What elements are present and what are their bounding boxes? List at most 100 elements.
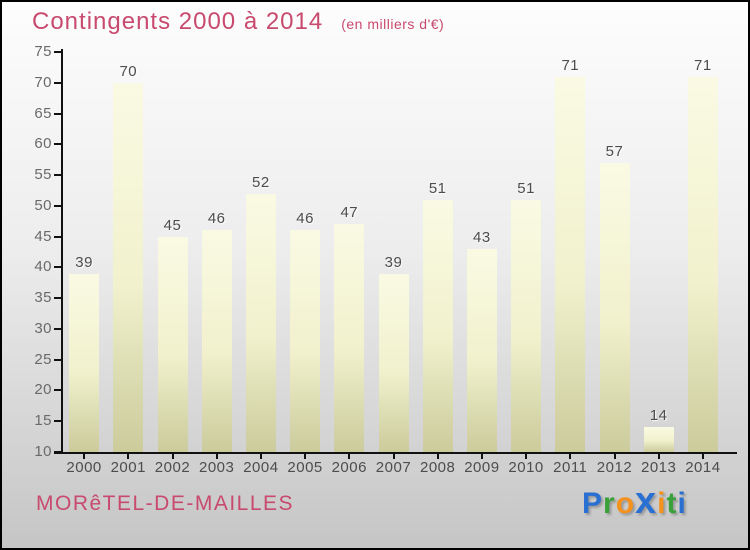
- bar-2007: [378, 273, 409, 452]
- x-axis-tick: [392, 454, 395, 459]
- x-axis-tick: [569, 454, 572, 459]
- y-axis-tick: [54, 327, 62, 330]
- bar-value-label: 39: [384, 253, 403, 271]
- x-axis-tick: [304, 454, 307, 459]
- x-axis-tick: [525, 454, 528, 459]
- bar-2003: [201, 230, 232, 452]
- proxiti-logo-letter: i: [657, 487, 667, 520]
- bar-2012: [599, 162, 630, 452]
- bar-2004: [245, 193, 276, 452]
- y-axis-tick-label: 20: [34, 381, 52, 399]
- y-axis-tick-label: 65: [34, 104, 52, 122]
- y-axis-tick-label: 55: [34, 166, 52, 184]
- y-axis-tick: [54, 204, 62, 207]
- chart-title: Contingents 2000 à 2014: [32, 8, 324, 35]
- proxiti-logo-letter: o: [615, 487, 636, 520]
- bar-value-label: 43: [473, 228, 491, 246]
- bar-2006: [334, 224, 365, 452]
- y-axis-tick-label: 45: [34, 227, 52, 245]
- y-axis-tick-label: 70: [34, 73, 52, 91]
- bar-2014: [687, 76, 718, 452]
- proxiti-logo-letter: x: [635, 480, 658, 522]
- bar-value-label: 70: [119, 62, 138, 80]
- proxiti-logo-letter: i: [677, 487, 687, 520]
- x-axis-label: 2009: [464, 459, 500, 476]
- x-axis-tick: [215, 454, 218, 459]
- y-axis-tick-label: 40: [34, 258, 52, 276]
- x-axis-label: 2002: [154, 459, 191, 476]
- y-axis-tick-label: 50: [34, 196, 52, 214]
- location-label: MORêTEL-DE-MAILLES: [36, 492, 295, 515]
- proxiti-logo-letter: P: [582, 487, 604, 520]
- x-axis-label: 2001: [110, 459, 146, 476]
- bar-value-label: 46: [296, 210, 314, 228]
- bar-value-label: 51: [517, 179, 535, 197]
- y-axis-line: [61, 49, 63, 454]
- bar-value-label: 47: [340, 204, 359, 222]
- bar-2010: [511, 199, 542, 452]
- x-axis-label: 2012: [596, 459, 633, 476]
- proxiti-logo-letter: t: [666, 487, 678, 520]
- y-axis-tick: [54, 81, 62, 84]
- bar-value-label: 57: [605, 142, 624, 160]
- y-axis-tick-label: 15: [34, 412, 52, 430]
- bar-value-label: 45: [163, 216, 182, 234]
- x-axis-label: 2007: [375, 459, 412, 476]
- bar-2001: [113, 82, 144, 452]
- bar-2008: [422, 199, 453, 452]
- y-axis-tick: [54, 51, 62, 53]
- y-axis-tick: [54, 420, 62, 423]
- bar-value-label: 52: [252, 173, 270, 191]
- bar-2000: [69, 273, 100, 452]
- x-axis-label: 2005: [287, 459, 323, 476]
- y-axis-tick: [54, 174, 62, 177]
- y-axis-tick: [54, 451, 62, 453]
- y-axis-tick: [54, 112, 62, 115]
- y-axis-tick: [54, 358, 62, 361]
- bar-2009: [466, 248, 497, 452]
- x-axis-label: 2011: [553, 459, 588, 476]
- x-axis-label: 2013: [641, 459, 677, 476]
- y-axis-tick-label: 30: [34, 319, 52, 337]
- y-axis-tick-label: 75: [34, 43, 52, 60]
- chart-subtitle: (en milliers d'€): [341, 16, 445, 32]
- y-axis-tick-label: 25: [34, 350, 52, 368]
- y-axis-tick: [54, 266, 62, 269]
- x-axis-tick: [701, 454, 704, 459]
- x-axis-tick: [83, 454, 86, 459]
- y-axis-tick: [54, 389, 62, 392]
- x-axis-tick: [348, 454, 351, 459]
- bar-value-label: 71: [694, 56, 712, 74]
- x-axis-label: 2008: [420, 459, 456, 476]
- chart-title-bar: Contingents 2000 à 2014 (en milliers d'€…: [32, 8, 444, 36]
- x-axis-label: 2010: [508, 459, 544, 476]
- proxiti-logo-letter: r: [603, 487, 616, 520]
- x-axis-label: 2003: [199, 459, 235, 476]
- x-axis-line: [54, 452, 737, 454]
- y-axis-tick: [54, 297, 62, 300]
- bar-2005: [290, 230, 321, 452]
- x-axis-tick: [259, 454, 262, 459]
- x-axis-tick: [657, 454, 660, 459]
- x-axis-tick: [436, 454, 439, 459]
- x-axis-tick: [171, 454, 174, 459]
- bar-2002: [157, 236, 188, 452]
- y-axis-tick-label: 60: [34, 135, 52, 153]
- bar-2013: [643, 427, 674, 452]
- x-axis-label: 2000: [66, 459, 102, 476]
- y-axis-tick: [54, 143, 62, 146]
- x-axis-label: 2004: [243, 459, 279, 476]
- bar-value-label: 46: [207, 210, 226, 228]
- bar-value-label: 39: [75, 253, 93, 271]
- y-axis-tick-label: 35: [34, 289, 52, 307]
- y-axis-tick: [54, 235, 62, 238]
- x-axis-tick: [613, 454, 616, 459]
- x-axis-tick: [480, 454, 483, 459]
- bar-value-label: 14: [649, 407, 668, 425]
- x-axis-tick: [127, 454, 130, 459]
- bar-2011: [555, 76, 586, 452]
- bar-value-label: 71: [561, 56, 580, 74]
- bar-value-label: 51: [428, 179, 447, 197]
